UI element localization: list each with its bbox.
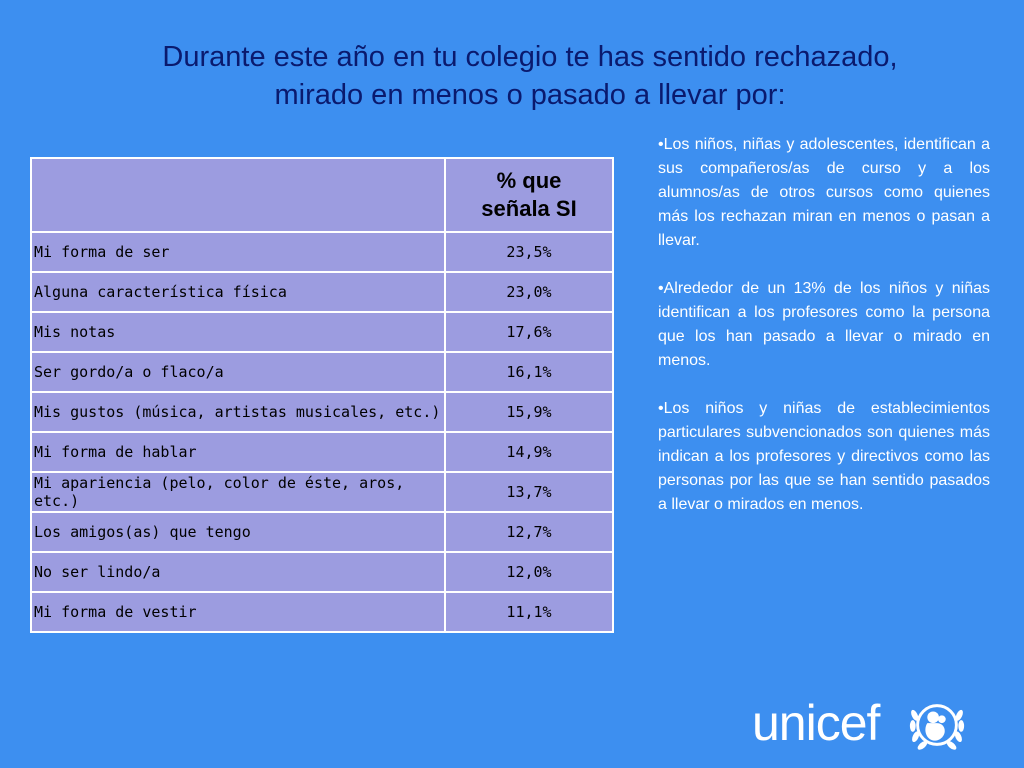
- note-paragraph: •Los niños y niñas de establecimientos p…: [658, 400, 990, 513]
- row-value: 16,1%: [444, 351, 614, 393]
- unicef-emblem-icon: [909, 704, 965, 750]
- logo-wordmark: unicef: [752, 695, 880, 751]
- table-row: No ser lindo/a 12,0%: [30, 551, 614, 593]
- row-label: Alguna característica física: [30, 271, 446, 313]
- note-paragraph: •Alrededor de un 13% de los niños y niña…: [658, 280, 990, 369]
- row-value: 11,1%: [444, 591, 614, 633]
- row-value: 13,7%: [444, 471, 614, 513]
- row-value: 23,5%: [444, 231, 614, 273]
- slide-title-line-1: Durante este año en tu colegio te has se…: [162, 41, 898, 73]
- table-row: Ser gordo/a o flaco/a 16,1%: [30, 351, 614, 393]
- table-row: Mi apariencia (pelo, color de éste, aros…: [30, 471, 614, 513]
- row-label: Mis gustos (música, artistas musicales, …: [30, 391, 446, 433]
- row-label: Los amigos(as) que tengo: [30, 511, 446, 553]
- row-label: Mis notas: [30, 311, 446, 353]
- row-label: Mi forma de ser: [30, 231, 446, 273]
- table-row: Mi forma de vestir 11,1%: [30, 591, 614, 633]
- table-header-line-1: % que: [496, 168, 562, 193]
- row-value: 12,7%: [444, 511, 614, 553]
- row-value: 17,6%: [444, 311, 614, 353]
- row-value: 12,0%: [444, 551, 614, 593]
- note-paragraph: •Los niños, niñas y adolescentes, identi…: [658, 136, 990, 249]
- table-row: Mis notas 17,6%: [30, 311, 614, 353]
- row-label: Mi forma de vestir: [30, 591, 446, 633]
- row-value: 14,9%: [444, 431, 614, 473]
- unicef-logo: unicef: [752, 688, 982, 758]
- table-header-percent: % que señala SI: [444, 157, 614, 233]
- row-label: Mi apariencia (pelo, color de éste, aros…: [30, 471, 446, 513]
- row-value: 23,0%: [444, 271, 614, 313]
- findings-notes: •Los niños, niñas y adolescentes, identi…: [658, 133, 990, 541]
- table-header-line-2: señala SI: [481, 196, 577, 221]
- row-label: Mi forma de hablar: [30, 431, 446, 473]
- results-table: % que señala SI Mi forma de ser 23,5% Al…: [30, 157, 614, 633]
- table-header-row: % que señala SI: [30, 157, 614, 233]
- table-row: Los amigos(as) que tengo 12,7%: [30, 511, 614, 553]
- row-label: Ser gordo/a o flaco/a: [30, 351, 446, 393]
- table-row: Mis gustos (música, artistas musicales, …: [30, 391, 614, 433]
- slide-title-line-2: mirado en menos o pasado a llevar por:: [274, 79, 786, 111]
- table-row: Mi forma de hablar 14,9%: [30, 431, 614, 473]
- row-value: 15,9%: [444, 391, 614, 433]
- slide-title: Durante este año en tu colegio te has se…: [60, 38, 1000, 114]
- row-label: No ser lindo/a: [30, 551, 446, 593]
- table-row: Mi forma de ser 23,5%: [30, 231, 614, 273]
- table-header-empty-cell: [30, 157, 446, 233]
- table-row: Alguna característica física 23,0%: [30, 271, 614, 313]
